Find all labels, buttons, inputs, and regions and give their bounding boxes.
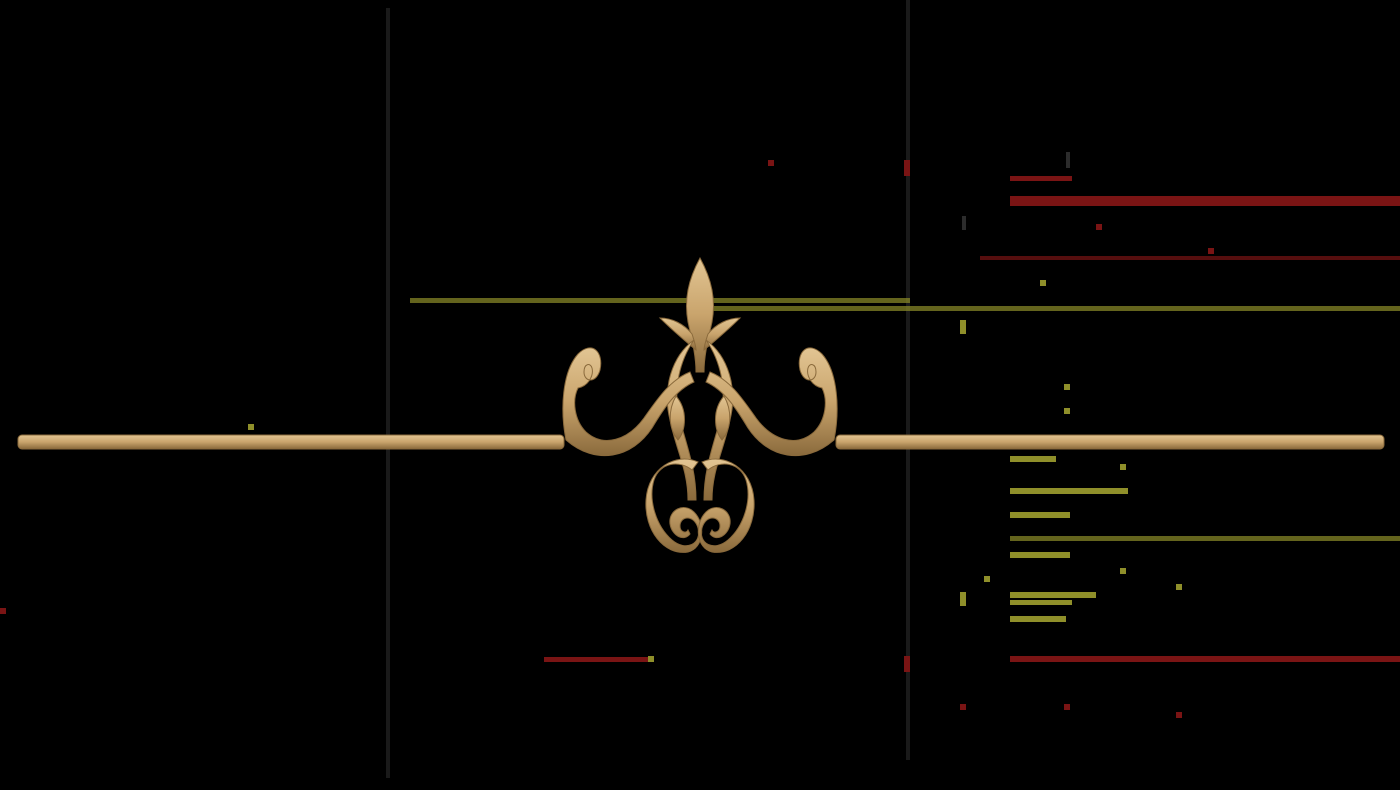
ornament-divider: [17, 256, 1385, 553]
spire-top: [686, 256, 714, 373]
drop-right: [715, 395, 731, 441]
scroll-left: [562, 347, 695, 457]
curl-lower-left: [645, 458, 703, 553]
curl-lower-right: [697, 458, 755, 553]
rule-right: [835, 434, 1385, 450]
rule-left: [17, 434, 565, 450]
drop-left: [669, 395, 685, 441]
leaf-upper-right: [703, 317, 742, 352]
scroll-right: [705, 347, 838, 457]
leaf-upper-left: [658, 317, 697, 352]
